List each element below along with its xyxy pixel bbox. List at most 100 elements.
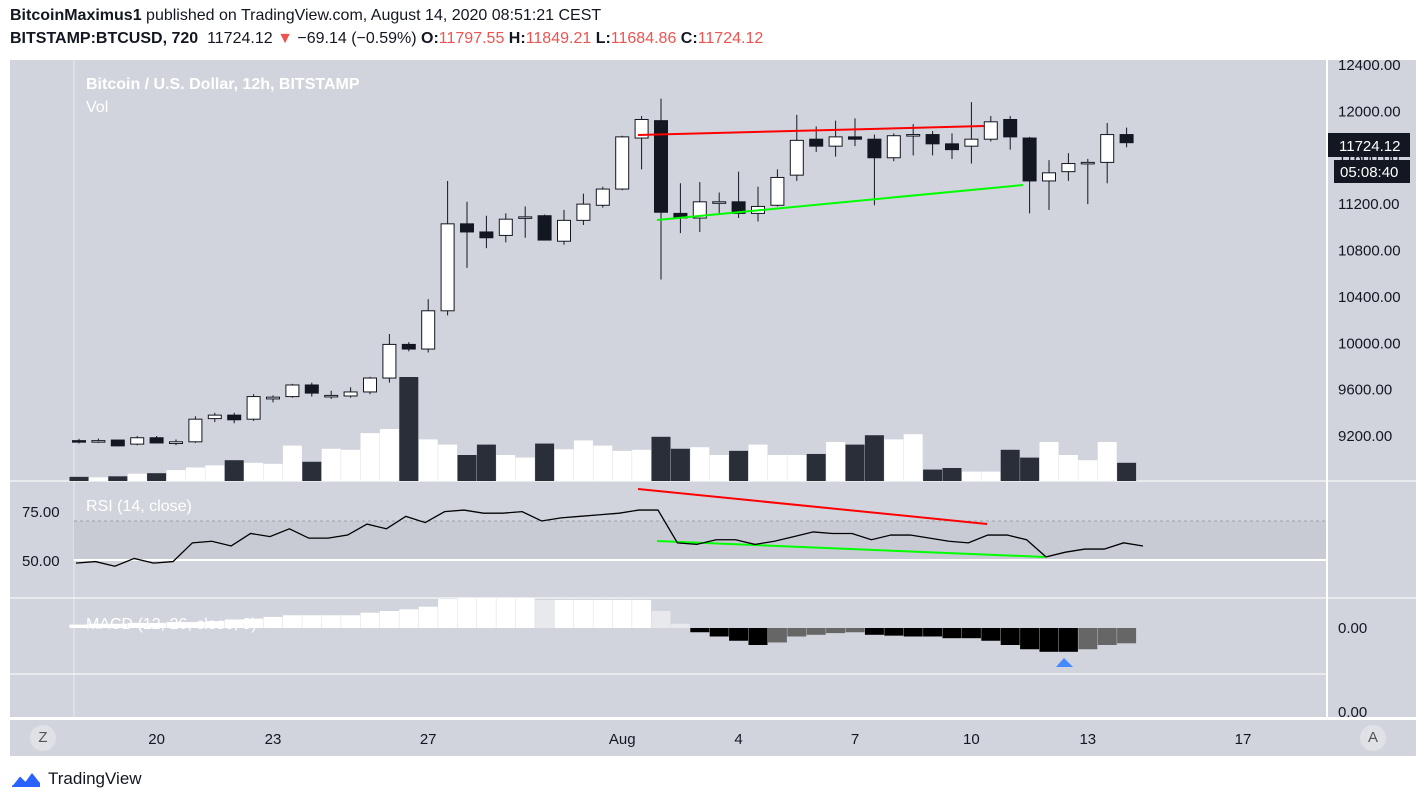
candle-up [343, 391, 358, 397]
volume-bar [573, 440, 593, 481]
candle-up [266, 396, 280, 400]
price-axis-label: 10800.00 [1338, 243, 1401, 260]
candle-down [479, 231, 494, 239]
candle-up [285, 384, 300, 398]
candle-up [1061, 163, 1076, 173]
close-value: 11724.12 [697, 30, 764, 47]
candle-up [363, 377, 377, 393]
macd-bar [690, 628, 710, 633]
price-axis-label: 11200.00 [1338, 196, 1399, 213]
macd-bar [399, 609, 419, 628]
macd-bar [670, 623, 690, 628]
macd-bar [1000, 628, 1020, 645]
volume-bar [205, 465, 225, 481]
time-axis-label: 4 [734, 731, 742, 748]
candle-down [401, 343, 416, 350]
macd-bar [1058, 628, 1078, 652]
candle-down [149, 437, 164, 444]
macd-bar [612, 599, 632, 628]
candle-up [518, 216, 533, 219]
macd-bar [147, 622, 167, 628]
volume-bar [108, 476, 128, 481]
candles [72, 98, 1134, 447]
macd-bar [224, 619, 244, 628]
signal-arrow-icon [1056, 658, 1073, 667]
macd-axis-zero: 0.00 [1338, 620, 1367, 637]
macd-bar [787, 628, 807, 637]
tradingview-brand[interactable]: TradingView [10, 769, 142, 789]
volume-bar [942, 468, 962, 481]
candle-up [421, 310, 436, 350]
time-axis-label: 10 [963, 731, 980, 748]
price-change: −69.14 (−0.59%) [297, 30, 417, 47]
macd-bar [632, 599, 652, 628]
macd-bar [457, 597, 477, 628]
volume-bar [690, 447, 710, 481]
volume-bar [438, 444, 458, 481]
candle-down [72, 440, 86, 443]
candle-up [188, 418, 203, 443]
volume-bar [1039, 442, 1059, 481]
macd-bar [573, 599, 593, 628]
time-axis-label: 23 [265, 731, 282, 748]
macd-bar [903, 628, 923, 637]
price-axis[interactable]: 12400.0012000.0011600.0011200.0010800.00… [1338, 57, 1401, 445]
time-axis[interactable]: 20 23 27 Aug 4 7 10 13 17 [148, 731, 1251, 748]
macd-bar [69, 624, 89, 628]
candle-down [867, 138, 882, 159]
volume-bar [166, 470, 186, 481]
rsi-legend: RSI (14, close) [86, 498, 192, 515]
candle-down [654, 120, 668, 213]
candle-up [130, 437, 145, 445]
macd-bar [127, 622, 147, 628]
zoom-reset-button[interactable]: Z [30, 725, 56, 751]
volume-bar [961, 471, 981, 481]
volume-bar [185, 467, 205, 481]
rsi-red-line[interactable] [637, 488, 988, 525]
macd-bar [981, 628, 1001, 641]
rsi-axis-50: 50.00 [22, 553, 60, 570]
macd-bar [845, 628, 865, 633]
volume-bar [69, 476, 89, 481]
candle-down [945, 143, 959, 151]
macd-bar [923, 628, 943, 637]
macd-bar [826, 628, 846, 634]
volume-bar [244, 462, 264, 481]
macd-bar [341, 615, 361, 628]
macd-bar [263, 616, 283, 628]
candle-up [789, 139, 804, 176]
candle-up [382, 343, 397, 379]
volume-bar [399, 377, 419, 481]
candle-up [712, 201, 727, 204]
low-value: 11684.86 [610, 30, 677, 47]
macd-bar [476, 597, 496, 628]
time-axis-label: Aug [609, 731, 636, 748]
rsi-band [74, 521, 1326, 560]
author-name[interactable]: BitcoinMaximus1 [10, 7, 142, 24]
volume-bar [1097, 442, 1117, 481]
close-label: C: [680, 30, 698, 47]
price-axis-label: 12400.00 [1338, 57, 1401, 74]
low-label: L: [595, 30, 611, 47]
volume-bar [476, 444, 496, 481]
volume-bar [864, 435, 884, 481]
macd-axis-zero-lower: 0.00 [1338, 704, 1367, 721]
rsi-green-line[interactable] [656, 540, 1046, 558]
time-axis-label: 20 [148, 731, 165, 748]
volume-bar [612, 450, 632, 481]
candle-up [906, 134, 921, 137]
candle-up [1100, 134, 1115, 163]
volume-bar [923, 469, 943, 481]
volume-bar [593, 445, 613, 481]
candle-down [731, 201, 746, 214]
tradingview-logo-icon [11, 773, 40, 787]
price-axis-label: 10400.00 [1338, 289, 1401, 306]
candle-down [304, 384, 319, 394]
price-resistance-line[interactable] [637, 125, 985, 136]
auto-scale-button[interactable]: A [1360, 725, 1386, 751]
candle-down [460, 223, 474, 233]
volume-bar [1058, 455, 1078, 481]
price-support-line[interactable] [656, 184, 1024, 221]
chart-legend-title: Bitcoin / U.S. Dollar, 12h, BITSTAMP [86, 76, 360, 93]
